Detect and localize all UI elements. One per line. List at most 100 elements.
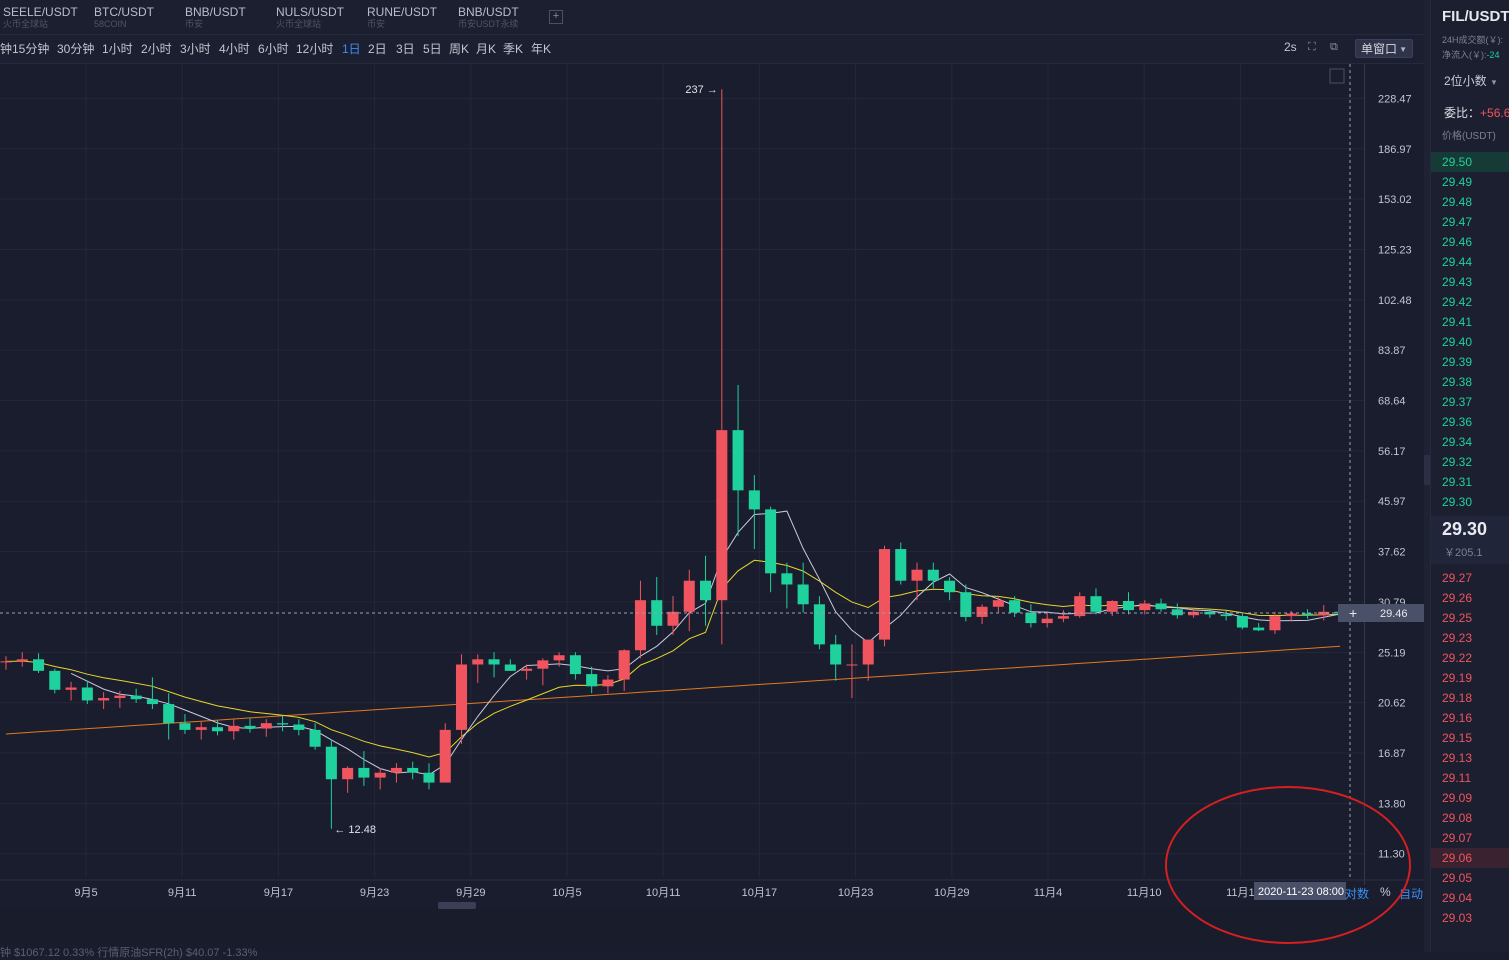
candle-body bbox=[504, 664, 516, 671]
window-mode-select[interactable]: 单窗口 ▼ bbox=[1355, 39, 1413, 58]
bid-price-row[interactable]: 29.19 bbox=[1442, 671, 1473, 685]
candle-body bbox=[293, 724, 305, 730]
timeframe-option[interactable]: 2日 bbox=[368, 42, 387, 56]
candle-body bbox=[862, 639, 874, 665]
bid-price-row[interactable]: 29.16 bbox=[1442, 711, 1473, 725]
ask-price-row[interactable]: 29.50 bbox=[1431, 152, 1509, 172]
window-mode-label: 单窗口 bbox=[1361, 42, 1398, 56]
timeframe-option[interactable]: 1小时 bbox=[102, 42, 133, 56]
decimals-select[interactable]: 2位小数 ▼ bbox=[1444, 72, 1498, 89]
popout-icon[interactable]: ⧉ bbox=[1330, 41, 1338, 53]
x-tick-label: 9月11 bbox=[168, 887, 197, 899]
timeframe-option[interactable]: 12小时 bbox=[296, 42, 334, 56]
timeframe-option[interactable]: 季K bbox=[503, 42, 524, 56]
bid-price-row[interactable]: 29.22 bbox=[1442, 651, 1473, 665]
tab-pair: BNB/USDT bbox=[458, 5, 519, 19]
bid-price-row[interactable]: 29.18 bbox=[1442, 691, 1473, 705]
panel-divider[interactable] bbox=[1424, 0, 1430, 952]
candle-body bbox=[716, 430, 728, 601]
ask-price-row[interactable]: 29.42 bbox=[1442, 295, 1473, 309]
timeframe-option[interactable]: 15分钟 bbox=[12, 42, 50, 56]
divider-handle[interactable] bbox=[1424, 455, 1430, 485]
ask-price-row[interactable]: 29.34 bbox=[1442, 435, 1473, 449]
timeframe-option[interactable]: 30分钟 bbox=[57, 42, 95, 56]
bid-price-row[interactable]: 29.03 bbox=[1442, 911, 1473, 925]
candle-body bbox=[976, 606, 988, 617]
ask-price-row[interactable]: 29.47 bbox=[1442, 215, 1473, 229]
pair-tab[interactable]: RUNE/USDT 币安 bbox=[367, 5, 455, 31]
bid-price-row[interactable]: 29.23 bbox=[1442, 631, 1473, 645]
ask-price-row[interactable]: 29.38 bbox=[1442, 375, 1473, 389]
bid-price-row[interactable]: 29.27 bbox=[1442, 571, 1473, 585]
bid-price-row[interactable]: 29.11 bbox=[1442, 771, 1472, 785]
pair-tab[interactable]: BNB/USDT 币安USDT永续 bbox=[458, 5, 546, 31]
candle-body bbox=[586, 674, 598, 687]
candle-body bbox=[0, 661, 12, 663]
candle-body bbox=[1301, 613, 1313, 616]
pair-tab[interactable]: NULS/USDT 火币全球站 bbox=[276, 5, 364, 31]
candle-body bbox=[944, 580, 956, 593]
bid-price-row[interactable]: 29.08 bbox=[1442, 811, 1473, 825]
ask-price-row[interactable]: 29.49 bbox=[1442, 175, 1473, 189]
timeframe-option[interactable]: 6小时 bbox=[258, 42, 289, 56]
candle-body bbox=[325, 746, 337, 780]
candle-body bbox=[1253, 627, 1265, 631]
ask-price-row[interactable]: 29.30 bbox=[1442, 495, 1473, 509]
ask-price-row[interactable]: 29.31 bbox=[1442, 475, 1473, 489]
log-scale-toggle[interactable]: 对数 bbox=[1345, 887, 1370, 901]
pair-tab[interactable]: SEELE/USDT 火币全球站 bbox=[3, 5, 91, 31]
current-price-value: 29.46 bbox=[1380, 608, 1408, 620]
orderbook-panel: FIL/USDT 24H成交额(￥): 净流入(￥):-24 2位小数 ▼ 委比… bbox=[1430, 0, 1509, 952]
candle-body bbox=[390, 767, 402, 773]
timeframe-option[interactable]: 月K bbox=[476, 42, 497, 56]
add-tab-button[interactable]: + bbox=[549, 10, 563, 24]
fullscreen-icon[interactable]: ⛶ bbox=[1308, 41, 1316, 53]
candle-body bbox=[1220, 614, 1232, 617]
timeframe-option[interactable]: 钟 bbox=[0, 42, 13, 56]
ask-price-row[interactable]: 29.32 bbox=[1442, 455, 1473, 469]
ask-price-row[interactable]: 29.46 bbox=[1442, 235, 1473, 249]
timeframe-option[interactable]: 4小时 bbox=[219, 42, 250, 56]
pair-tab[interactable]: BTC/USDT 58COIN bbox=[94, 5, 182, 31]
timeframe-option[interactable]: 2小时 bbox=[141, 42, 172, 56]
pair-tab[interactable]: BNB/USDT 币安 bbox=[185, 5, 273, 31]
ask-price-row[interactable]: 29.39 bbox=[1442, 355, 1473, 369]
weibi-label: 委比： bbox=[1444, 106, 1481, 120]
timeframe-option[interactable]: 年K bbox=[531, 42, 552, 56]
timeframe-option[interactable]: 1日 bbox=[342, 42, 361, 56]
candle-body bbox=[33, 659, 45, 671]
candle-body bbox=[1106, 601, 1118, 612]
ask-price-row[interactable]: 29.44 bbox=[1442, 255, 1473, 269]
bid-price-row[interactable]: 29.09 bbox=[1442, 791, 1473, 805]
candle-body bbox=[407, 767, 419, 773]
ask-price-row[interactable]: 29.43 bbox=[1442, 275, 1473, 289]
bid-price-row[interactable]: 29.15 bbox=[1442, 731, 1473, 745]
refresh-interval[interactable]: 2s bbox=[1284, 40, 1297, 54]
ask-price-row[interactable]: 29.40 bbox=[1442, 335, 1473, 349]
bid-price-row[interactable]: 29.04 bbox=[1442, 891, 1473, 905]
timeframe-option[interactable]: 3日 bbox=[396, 42, 415, 56]
bid-price-row[interactable]: 29.07 bbox=[1442, 831, 1473, 845]
candle-body bbox=[765, 509, 777, 574]
chart-scroll-handle[interactable] bbox=[438, 902, 476, 909]
add-alert-icon[interactable]: + bbox=[1349, 605, 1357, 621]
percent-scale-toggle[interactable]: % bbox=[1380, 885, 1391, 899]
bid-price-row[interactable]: 29.25 bbox=[1442, 611, 1473, 625]
ask-price-row[interactable]: 29.37 bbox=[1442, 395, 1473, 409]
bid-price-row[interactable]: 29.13 bbox=[1442, 751, 1473, 765]
bid-price-row[interactable]: 29.26 bbox=[1442, 591, 1473, 605]
timeframe-option[interactable]: 3小时 bbox=[180, 42, 211, 56]
candle-body bbox=[472, 659, 484, 665]
bid-price-row[interactable]: 29.05 bbox=[1442, 871, 1473, 885]
candle-body bbox=[569, 655, 581, 675]
auto-scale-toggle[interactable]: 自动 bbox=[1399, 887, 1424, 901]
timeframe-option[interactable]: 5日 bbox=[423, 42, 442, 56]
ask-price-row[interactable]: 29.36 bbox=[1442, 415, 1473, 429]
timeframe-option[interactable]: 周K bbox=[449, 42, 470, 56]
ask-price-row[interactable]: 29.48 bbox=[1442, 195, 1473, 209]
candlestick-chart[interactable]: 9月5 9月11 9月17 9月23 9月29 10月5 10月11 10月17 10月23 10… bbox=[0, 64, 1424, 907]
ask-price-row[interactable]: 29.41 bbox=[1442, 315, 1473, 329]
candle-body bbox=[146, 699, 158, 705]
candle-body bbox=[878, 549, 891, 640]
bid-price-row[interactable]: 29.06 bbox=[1431, 848, 1509, 868]
